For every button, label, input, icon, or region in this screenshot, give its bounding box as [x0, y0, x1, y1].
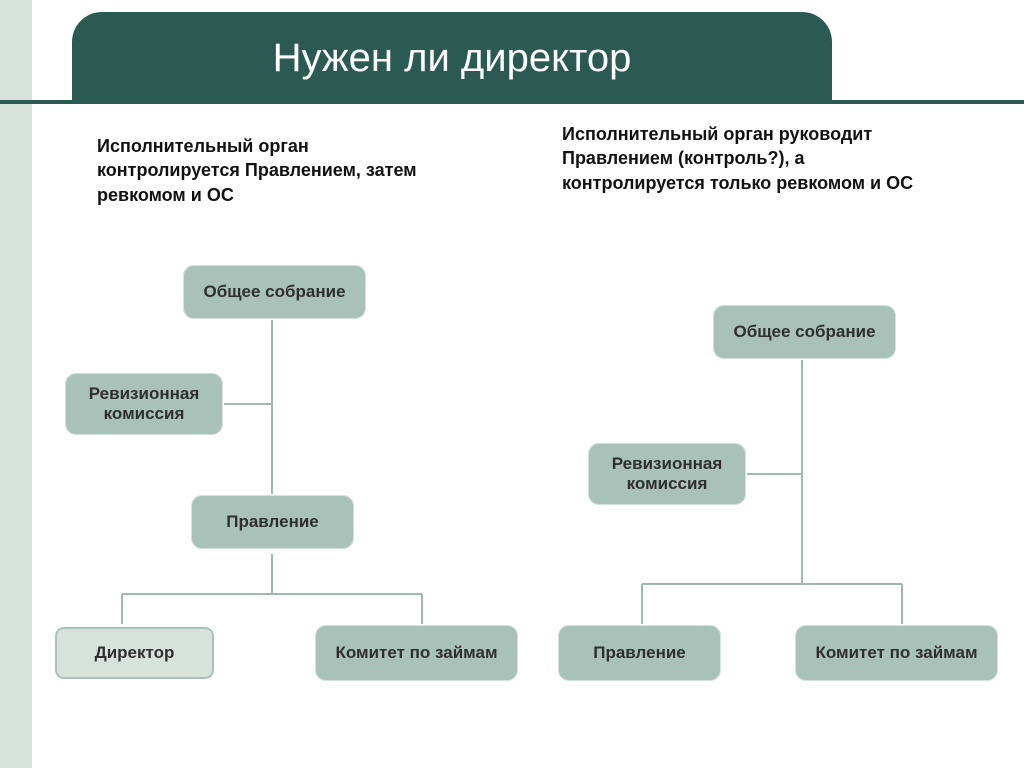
right-node-board: Правление: [557, 624, 722, 682]
slide-title: Нужен ли директор: [273, 36, 632, 81]
content-area: Исполнительный орган контролируется Прав…: [32, 104, 1024, 768]
left-node-loan-committee: Комитет по займам: [314, 624, 519, 682]
left-tree-description: Исполнительный орган контролируется Прав…: [97, 134, 437, 207]
left-node-board: Правление: [190, 494, 355, 550]
title-tab: Нужен ли директор: [72, 12, 832, 104]
side-accent-band: [0, 0, 32, 768]
right-tree-description: Исполнительный орган руководит Правление…: [562, 122, 932, 195]
right-node-general-meeting: Общее собрание: [712, 304, 897, 360]
right-node-revision-commission: Ревизионная комиссия: [587, 442, 747, 506]
right-node-loan-committee: Комитет по займам: [794, 624, 999, 682]
left-node-director: Директор: [52, 624, 217, 682]
slide-page: Нужен ли директор Исполнительный орган к…: [0, 0, 1024, 768]
left-node-general-meeting: Общее собрание: [182, 264, 367, 320]
left-node-revision-commission: Ревизионная комиссия: [64, 372, 224, 436]
